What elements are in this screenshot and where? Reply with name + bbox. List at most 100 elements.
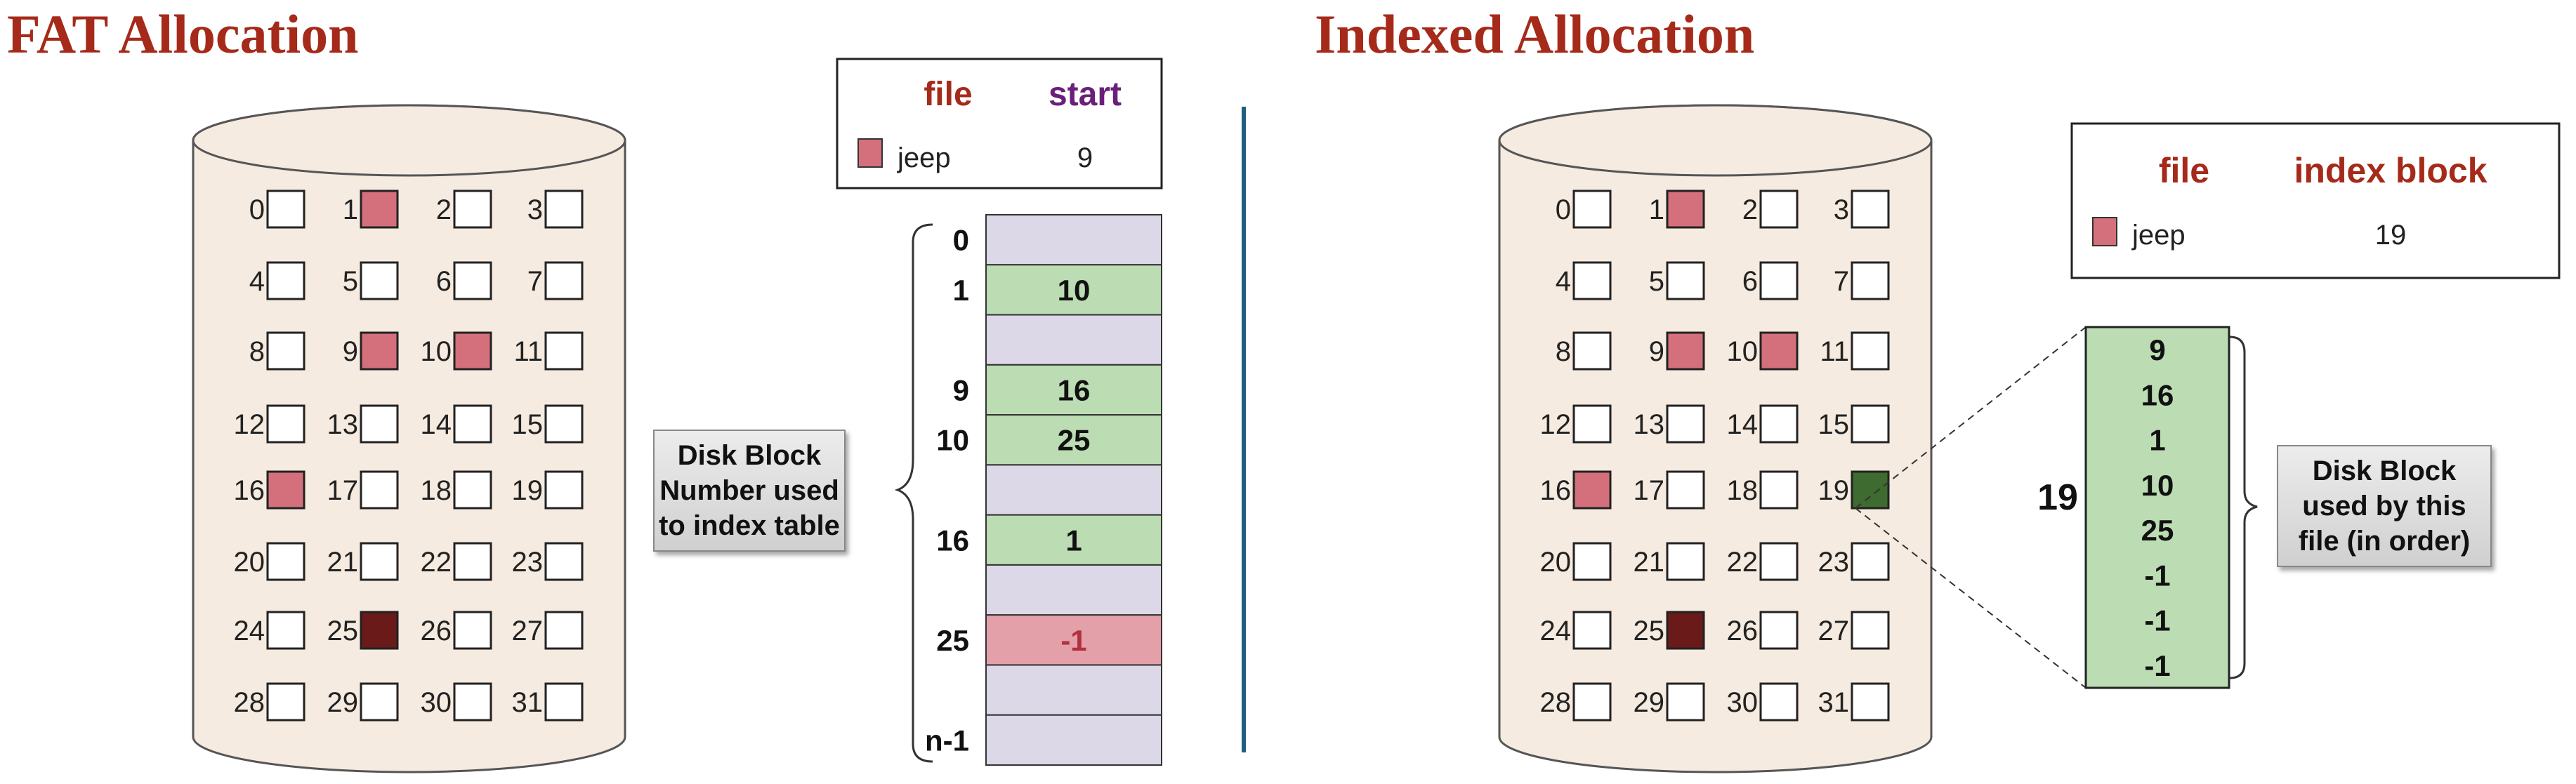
indexed-disk-block-17 — [1666, 470, 1705, 510]
index-link-bottom — [1855, 507, 2087, 689]
indexed-disk-block-23 — [1851, 542, 1890, 581]
indexed-disk-block-27 — [1851, 611, 1890, 650]
indexed-disk-block-label-25: 25 — [1634, 616, 1665, 646]
indexed-disk-block-label-5: 5 — [1649, 266, 1664, 297]
fat-table-label-1: 1 — [953, 274, 969, 307]
fat-directory-file-name: jeep — [897, 142, 951, 173]
indexed-disk-block-label-18: 18 — [1727, 475, 1759, 506]
fat-disk-block-26 — [453, 611, 492, 650]
fat-disk-block-15 — [544, 404, 584, 444]
index-block-value-0: 9 — [2149, 333, 2165, 366]
fat-directory-file-color — [857, 138, 883, 168]
fat-disk-block-label-11: 11 — [513, 336, 543, 367]
indexed-directory-header-file: file — [2159, 151, 2209, 190]
indexed-disk-block-18 — [1759, 470, 1799, 510]
fat-disk-block-9 — [360, 331, 399, 371]
indexed-disk-block-label-20: 20 — [1540, 547, 1572, 578]
index-block-brace — [2229, 335, 2258, 679]
indexed-disk-block-label-13: 13 — [1634, 409, 1665, 440]
fat-disk-block-label-8: 8 — [249, 336, 265, 367]
fat-disk-block-label-13: 13 — [327, 409, 359, 440]
fat-callout-line-1: Disk Block — [677, 440, 822, 471]
indexed-disk-block-16 — [1572, 470, 1612, 510]
fat-disk-block-label-22: 22 — [421, 547, 452, 578]
fat-disk-block-22 — [453, 542, 492, 581]
fat-directory-header-file: file — [924, 76, 972, 113]
indexed-disk-block-label-24: 24 — [1540, 616, 1572, 646]
indexed-disk-block-label-7: 7 — [1834, 266, 1849, 297]
indexed-disk-block-label-0: 0 — [1556, 194, 1571, 225]
indexed-disk-block-label-22: 22 — [1727, 547, 1759, 578]
fat-disk-block-18 — [453, 470, 492, 510]
indexed-disk-block-24 — [1572, 611, 1612, 650]
fat-disk-block-6 — [453, 261, 492, 300]
fat-disk-block-label-23: 23 — [512, 547, 544, 578]
fat-disk-block-1 — [360, 190, 399, 229]
indexed-callout-line-1: Disk Block — [2312, 456, 2457, 486]
fat-disk-block-27 — [544, 611, 584, 650]
indexed-disk-block-label-8: 8 — [1556, 336, 1571, 367]
indexed-disk-block-label-9: 9 — [1649, 336, 1664, 367]
indexed-disk-block-label-1: 1 — [1649, 194, 1664, 225]
fat-table-cell-5 — [985, 464, 1162, 516]
fat-disk-block-label-20: 20 — [234, 547, 265, 578]
indexed-disk-block-20 — [1572, 542, 1612, 581]
fat-table-label-6: 16 — [936, 524, 969, 557]
fat-table-value-3: 16 — [1058, 373, 1091, 406]
fat-disk-block-16 — [266, 470, 305, 510]
index-block-value-7: -1 — [2144, 649, 2170, 682]
fat-disk-block-label-15: 15 — [512, 409, 544, 440]
fat-disk-block-label-18: 18 — [421, 475, 452, 506]
fat-disk-block-label-7: 7 — [527, 266, 543, 297]
fat-disk-block-2 — [453, 190, 492, 229]
indexed-disk-block-12 — [1572, 404, 1612, 444]
indexed-disk-block-29 — [1666, 682, 1705, 722]
indexed-disk-block-15 — [1851, 404, 1890, 444]
fat-disk-block-label-10: 10 — [421, 336, 452, 367]
fat-disk-block-label-30: 30 — [421, 687, 452, 718]
fat-disk-block-23 — [544, 542, 584, 581]
indexed-disk-block-label-30: 30 — [1727, 687, 1759, 718]
indexed-disk-block-label-12: 12 — [1540, 409, 1572, 440]
fat-directory-header-start: start — [1049, 76, 1122, 113]
fat-disk-block-0 — [266, 190, 305, 229]
fat-disk-block-4 — [266, 261, 305, 300]
fat-disk-block-10 — [453, 331, 492, 371]
indexed-disk-block-0 — [1572, 190, 1612, 229]
fat-disk-block-label-2: 2 — [436, 194, 452, 225]
indexed-disk-block-22 — [1759, 542, 1799, 581]
index-block-label: 19 — [2037, 477, 2078, 518]
indexed-disk-block-label-31: 31 — [1818, 687, 1850, 718]
fat-directory-box — [836, 58, 1163, 190]
index-block-value-6: -1 — [2144, 604, 2170, 637]
fat-disk-block-label-21: 21 — [327, 547, 359, 578]
fat-disk-block-19 — [544, 470, 584, 510]
fat-table-value-6: 1 — [1065, 524, 1082, 557]
fat-disk-block-label-6: 6 — [436, 266, 452, 297]
indexed-disk-block-label-10: 10 — [1727, 336, 1759, 367]
indexed-disk-block-label-27: 27 — [1818, 616, 1850, 646]
index-block-value-4: 25 — [2141, 514, 2174, 547]
index-link-top — [1855, 326, 2087, 509]
fat-table-cell-7 — [985, 564, 1162, 616]
fat-disk-block-label-19: 19 — [512, 475, 544, 506]
fat-disk-block-label-1: 1 — [343, 194, 358, 225]
indexed-disk-block-label-3: 3 — [1834, 194, 1849, 225]
indexed-disk-block-label-11: 11 — [1820, 336, 1849, 367]
index-block-value-2: 1 — [2149, 424, 2165, 457]
fat-disk-block-30 — [453, 682, 492, 722]
indexed-disk-block-26 — [1759, 611, 1799, 650]
index-block-box — [2084, 326, 2230, 689]
indexed-disk-block-label-4: 4 — [1556, 266, 1571, 297]
indexed-disk-block-31 — [1851, 682, 1890, 722]
indexed-title: Indexed Allocation — [1315, 4, 1755, 65]
fat-callout-line-3: to index table — [659, 510, 840, 541]
indexed-directory-header-index: index block — [2294, 151, 2487, 190]
fat-disk-block-label-29: 29 — [327, 687, 359, 718]
fat-disk-block-7 — [544, 261, 584, 300]
fat-disk-block-29 — [360, 682, 399, 722]
fat-table-label-0: 0 — [953, 224, 969, 257]
indexed-directory-index-value: 19 — [2375, 220, 2407, 251]
indexed-disk-block-label-23: 23 — [1818, 547, 1850, 578]
